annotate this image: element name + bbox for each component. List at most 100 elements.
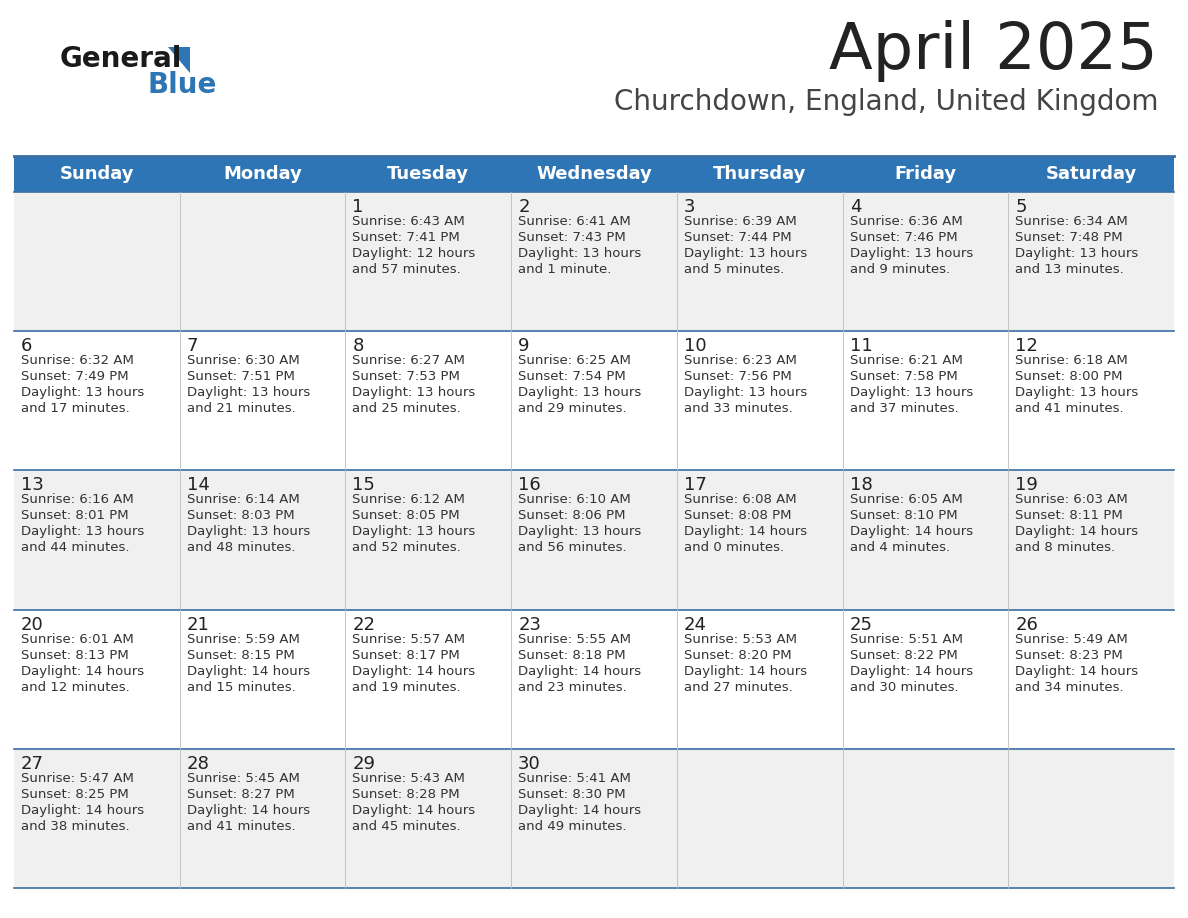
Text: 17: 17 <box>684 476 707 495</box>
Text: Sunrise: 6:25 AM: Sunrise: 6:25 AM <box>518 354 631 367</box>
Text: Sunday: Sunday <box>59 165 134 183</box>
Text: 11: 11 <box>849 337 872 355</box>
Text: Sunset: 8:15 PM: Sunset: 8:15 PM <box>187 649 295 662</box>
Text: Sunset: 7:43 PM: Sunset: 7:43 PM <box>518 231 626 244</box>
Text: and 0 minutes.: and 0 minutes. <box>684 542 784 554</box>
Text: Sunrise: 6:23 AM: Sunrise: 6:23 AM <box>684 354 797 367</box>
Text: and 41 minutes.: and 41 minutes. <box>1016 402 1124 415</box>
Text: and 15 minutes.: and 15 minutes. <box>187 680 296 694</box>
Text: Sunrise: 6:14 AM: Sunrise: 6:14 AM <box>187 493 299 507</box>
Text: and 23 minutes.: and 23 minutes. <box>518 680 627 694</box>
Text: Sunset: 8:06 PM: Sunset: 8:06 PM <box>518 509 626 522</box>
Text: and 17 minutes.: and 17 minutes. <box>21 402 129 415</box>
Text: Sunrise: 6:43 AM: Sunrise: 6:43 AM <box>353 215 466 228</box>
Text: and 12 minutes.: and 12 minutes. <box>21 680 129 694</box>
Bar <box>14 192 1174 331</box>
Text: 4: 4 <box>849 198 861 216</box>
Text: Sunrise: 5:45 AM: Sunrise: 5:45 AM <box>187 772 299 785</box>
Text: Sunset: 7:53 PM: Sunset: 7:53 PM <box>353 370 460 383</box>
Text: Sunrise: 6:01 AM: Sunrise: 6:01 AM <box>21 633 134 645</box>
Text: and 45 minutes.: and 45 minutes. <box>353 820 461 833</box>
Text: Sunrise: 5:59 AM: Sunrise: 5:59 AM <box>187 633 299 645</box>
Text: Daylight: 14 hours: Daylight: 14 hours <box>518 665 642 677</box>
Text: Sunset: 8:25 PM: Sunset: 8:25 PM <box>21 788 128 800</box>
Text: Daylight: 14 hours: Daylight: 14 hours <box>353 665 475 677</box>
Text: Sunrise: 6:05 AM: Sunrise: 6:05 AM <box>849 493 962 507</box>
Text: 23: 23 <box>518 616 542 633</box>
Text: Daylight: 13 hours: Daylight: 13 hours <box>353 386 475 399</box>
Text: and 48 minutes.: and 48 minutes. <box>187 542 295 554</box>
Text: and 4 minutes.: and 4 minutes. <box>849 542 949 554</box>
Text: Sunrise: 5:55 AM: Sunrise: 5:55 AM <box>518 633 631 645</box>
Text: Sunrise: 6:41 AM: Sunrise: 6:41 AM <box>518 215 631 228</box>
Text: Sunset: 7:46 PM: Sunset: 7:46 PM <box>849 231 958 244</box>
Text: 22: 22 <box>353 616 375 633</box>
Bar <box>14 331 1174 470</box>
Text: Daylight: 14 hours: Daylight: 14 hours <box>187 665 310 677</box>
Text: Daylight: 13 hours: Daylight: 13 hours <box>1016 247 1138 260</box>
Text: and 21 minutes.: and 21 minutes. <box>187 402 296 415</box>
Text: Daylight: 13 hours: Daylight: 13 hours <box>684 247 807 260</box>
Text: Daylight: 13 hours: Daylight: 13 hours <box>187 525 310 538</box>
Text: and 56 minutes.: and 56 minutes. <box>518 542 627 554</box>
Text: and 8 minutes.: and 8 minutes. <box>1016 542 1116 554</box>
Text: Sunrise: 6:12 AM: Sunrise: 6:12 AM <box>353 493 466 507</box>
Text: Sunset: 8:18 PM: Sunset: 8:18 PM <box>518 649 626 662</box>
Text: and 33 minutes.: and 33 minutes. <box>684 402 792 415</box>
Text: 28: 28 <box>187 755 209 773</box>
Text: 25: 25 <box>849 616 872 633</box>
Text: Sunrise: 5:49 AM: Sunrise: 5:49 AM <box>1016 633 1129 645</box>
Text: Daylight: 14 hours: Daylight: 14 hours <box>1016 525 1138 538</box>
Text: and 38 minutes.: and 38 minutes. <box>21 820 129 833</box>
Text: Churchdown, England, United Kingdom: Churchdown, England, United Kingdom <box>613 88 1158 116</box>
Text: Sunset: 8:10 PM: Sunset: 8:10 PM <box>849 509 958 522</box>
Text: Sunset: 8:01 PM: Sunset: 8:01 PM <box>21 509 128 522</box>
Text: 18: 18 <box>849 476 872 495</box>
Text: Sunset: 7:54 PM: Sunset: 7:54 PM <box>518 370 626 383</box>
Text: Sunset: 8:27 PM: Sunset: 8:27 PM <box>187 788 295 800</box>
Text: and 34 minutes.: and 34 minutes. <box>1016 680 1124 694</box>
Text: Daylight: 13 hours: Daylight: 13 hours <box>849 247 973 260</box>
Bar <box>14 749 1174 888</box>
Text: and 13 minutes.: and 13 minutes. <box>1016 263 1124 276</box>
Bar <box>14 610 1174 749</box>
Text: 1: 1 <box>353 198 364 216</box>
Text: Blue: Blue <box>148 71 217 99</box>
Text: Daylight: 13 hours: Daylight: 13 hours <box>518 247 642 260</box>
Text: and 57 minutes.: and 57 minutes. <box>353 263 461 276</box>
Text: Sunset: 7:44 PM: Sunset: 7:44 PM <box>684 231 791 244</box>
Text: Daylight: 13 hours: Daylight: 13 hours <box>1016 386 1138 399</box>
Text: Daylight: 13 hours: Daylight: 13 hours <box>21 525 144 538</box>
Text: 21: 21 <box>187 616 209 633</box>
Text: 2: 2 <box>518 198 530 216</box>
Text: Sunset: 7:49 PM: Sunset: 7:49 PM <box>21 370 128 383</box>
Text: Daylight: 14 hours: Daylight: 14 hours <box>684 665 807 677</box>
Text: Sunrise: 6:32 AM: Sunrise: 6:32 AM <box>21 354 134 367</box>
Text: Daylight: 13 hours: Daylight: 13 hours <box>187 386 310 399</box>
Text: Sunset: 7:56 PM: Sunset: 7:56 PM <box>684 370 791 383</box>
Text: Monday: Monday <box>223 165 302 183</box>
Text: Wednesday: Wednesday <box>536 165 652 183</box>
Text: Sunrise: 5:47 AM: Sunrise: 5:47 AM <box>21 772 134 785</box>
Text: 9: 9 <box>518 337 530 355</box>
Text: 30: 30 <box>518 755 541 773</box>
Text: 5: 5 <box>1016 198 1026 216</box>
Text: Daylight: 14 hours: Daylight: 14 hours <box>187 804 310 817</box>
Text: 14: 14 <box>187 476 209 495</box>
Text: Sunrise: 6:21 AM: Sunrise: 6:21 AM <box>849 354 962 367</box>
Text: Sunrise: 5:53 AM: Sunrise: 5:53 AM <box>684 633 797 645</box>
Text: and 41 minutes.: and 41 minutes. <box>187 820 296 833</box>
Text: Sunset: 7:58 PM: Sunset: 7:58 PM <box>849 370 958 383</box>
Text: Daylight: 14 hours: Daylight: 14 hours <box>518 804 642 817</box>
Text: and 25 minutes.: and 25 minutes. <box>353 402 461 415</box>
Text: 16: 16 <box>518 476 541 495</box>
Text: Sunrise: 6:39 AM: Sunrise: 6:39 AM <box>684 215 797 228</box>
Text: 15: 15 <box>353 476 375 495</box>
Text: Sunset: 8:05 PM: Sunset: 8:05 PM <box>353 509 460 522</box>
Text: and 9 minutes.: and 9 minutes. <box>849 263 949 276</box>
Text: Daylight: 13 hours: Daylight: 13 hours <box>684 386 807 399</box>
Text: Sunset: 8:28 PM: Sunset: 8:28 PM <box>353 788 460 800</box>
Text: and 29 minutes.: and 29 minutes. <box>518 402 627 415</box>
Text: 8: 8 <box>353 337 364 355</box>
Text: Sunrise: 6:18 AM: Sunrise: 6:18 AM <box>1016 354 1129 367</box>
